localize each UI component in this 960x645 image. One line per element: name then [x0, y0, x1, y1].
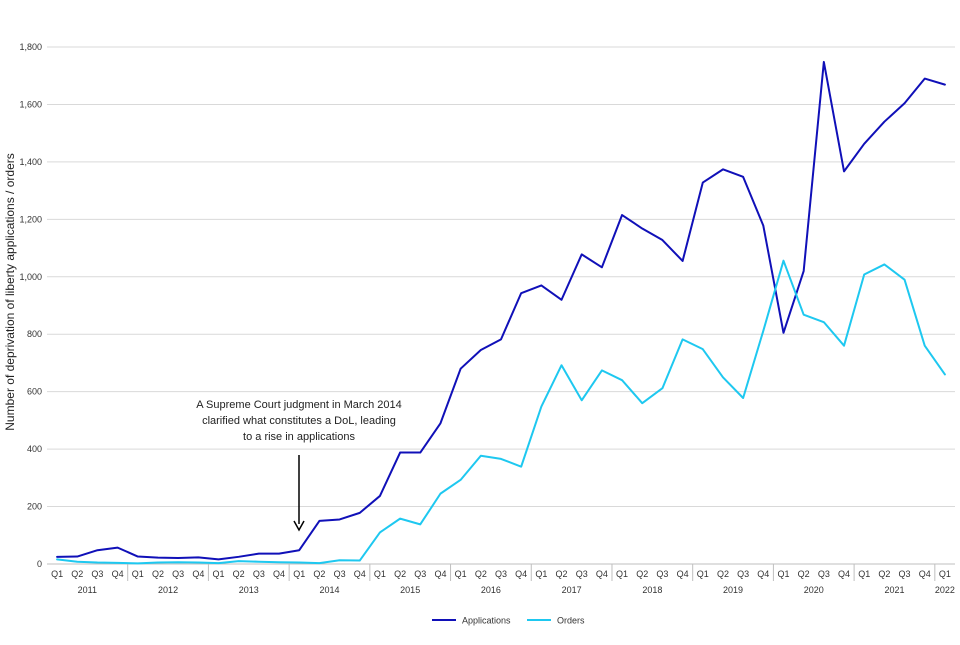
- annotation: A Supreme Court judgment in March 2014 c…: [196, 399, 402, 532]
- x-tick-label: Q2: [313, 569, 325, 579]
- x-tick-label: Q1: [132, 569, 144, 579]
- y-tick-label: 1,800: [19, 42, 42, 52]
- x-year-label: 2017: [562, 585, 582, 595]
- gridlines: [47, 46, 955, 565]
- x-tick-label: Q3: [656, 569, 668, 579]
- legend: Applications Orders: [432, 616, 585, 626]
- legend-label-applications: Applications: [462, 616, 511, 626]
- x-tick-label: Q2: [233, 569, 245, 579]
- y-tick-label: 1,400: [19, 157, 42, 167]
- x-tick-label: Q4: [273, 569, 285, 579]
- x-tick-label: Q1: [455, 569, 467, 579]
- x-tick-label: Q1: [777, 569, 789, 579]
- x-year-label: 2022: [935, 585, 955, 595]
- annotation-line-1: A Supreme Court judgment in March 2014: [196, 399, 401, 411]
- x-tick-label: Q2: [152, 569, 164, 579]
- x-tick-label: Q2: [878, 569, 890, 579]
- x-tick-label: Q2: [475, 569, 487, 579]
- x-tick-label: Q4: [596, 569, 608, 579]
- x-year-label: 2016: [481, 585, 501, 595]
- x-year-label: 2015: [400, 585, 420, 595]
- x-tick-label: Q2: [717, 569, 729, 579]
- y-tick-label: 1,200: [19, 214, 42, 224]
- x-tick-label: Q2: [71, 569, 83, 579]
- annotation-line-3: to a rise in applications: [243, 431, 355, 443]
- x-tick-label: Q3: [91, 569, 103, 579]
- x-tick-label: Q1: [51, 569, 63, 579]
- y-tick-label: 800: [27, 329, 42, 339]
- x-tick-label: Q3: [899, 569, 911, 579]
- x-tick-label: Q1: [535, 569, 547, 579]
- x-tick-label: Q4: [677, 569, 689, 579]
- x-tick-label: Q4: [515, 569, 527, 579]
- x-tick-label: Q3: [334, 569, 346, 579]
- x-year-label: 2020: [804, 585, 824, 595]
- series-lines: [56, 60, 946, 565]
- x-year-label: 2013: [239, 585, 259, 595]
- x-year-label: 2021: [884, 585, 904, 595]
- y-tick-label: 600: [27, 387, 42, 397]
- x-tick-label: Q1: [616, 569, 628, 579]
- x-tick-label: Q4: [757, 569, 769, 579]
- annotation-arrow-head: [293, 520, 305, 532]
- x-year-label: 2019: [723, 585, 743, 595]
- y-axis-ticks: 0 200 400 600 800 1,000 1,200 1,400 1,600 1,800: [19, 42, 42, 569]
- x-year-label: 2012: [158, 585, 178, 595]
- x-tick-label: Q3: [495, 569, 507, 579]
- x-tick-label: Q3: [172, 569, 184, 579]
- x-tick-label: Q4: [112, 569, 124, 579]
- series-line-orders: [56, 259, 946, 565]
- y-tick-label: 400: [27, 444, 42, 454]
- x-tick-label: Q2: [636, 569, 648, 579]
- x-year-label: 2018: [642, 585, 662, 595]
- x-year-label: 2014: [319, 585, 339, 595]
- x-tick-label: Q4: [192, 569, 204, 579]
- series-line-applications: [56, 60, 946, 561]
- x-year-label: 2011: [78, 585, 97, 595]
- x-tick-label: Q4: [838, 569, 850, 579]
- x-tick-label: Q2: [798, 569, 810, 579]
- x-tick-label: Q3: [576, 569, 588, 579]
- x-tick-label: Q1: [939, 569, 951, 579]
- x-tick-label: Q3: [253, 569, 265, 579]
- x-tick-label: Q3: [414, 569, 426, 579]
- y-axis-title: Number of deprivation of liberty applica…: [3, 153, 17, 430]
- annotation-line-2: clarified what constitutes a DoL, leadin…: [202, 415, 396, 427]
- x-tick-label: Q1: [374, 569, 386, 579]
- x-tick-label: Q2: [394, 569, 406, 579]
- y-tick-label: 0: [37, 559, 42, 569]
- legend-label-orders: Orders: [557, 616, 585, 626]
- y-tick-label: 1,000: [19, 272, 42, 282]
- x-axis: Q1 Q2 Q3 Q4 Q1 Q2 Q3 Q4 Q1 Q2 Q3 Q4 Q1 Q2 Q3 Q4 Q1 Q2 Q3 Q4…: [51, 564, 955, 595]
- x-tick-label: Q4: [354, 569, 366, 579]
- y-tick-label: 1,600: [19, 99, 42, 109]
- y-tick-label: 200: [27, 502, 42, 512]
- x-tick-label: Q2: [556, 569, 568, 579]
- x-tick-label: Q1: [858, 569, 870, 579]
- x-tick-label: Q3: [737, 569, 749, 579]
- x-tick-label: Q1: [293, 569, 305, 579]
- x-tick-label: Q1: [697, 569, 709, 579]
- x-tick-label: Q3: [818, 569, 830, 579]
- x-tick-label: Q1: [213, 569, 225, 579]
- x-tick-label: Q4: [434, 569, 446, 579]
- x-tick-label: Q4: [919, 569, 931, 579]
